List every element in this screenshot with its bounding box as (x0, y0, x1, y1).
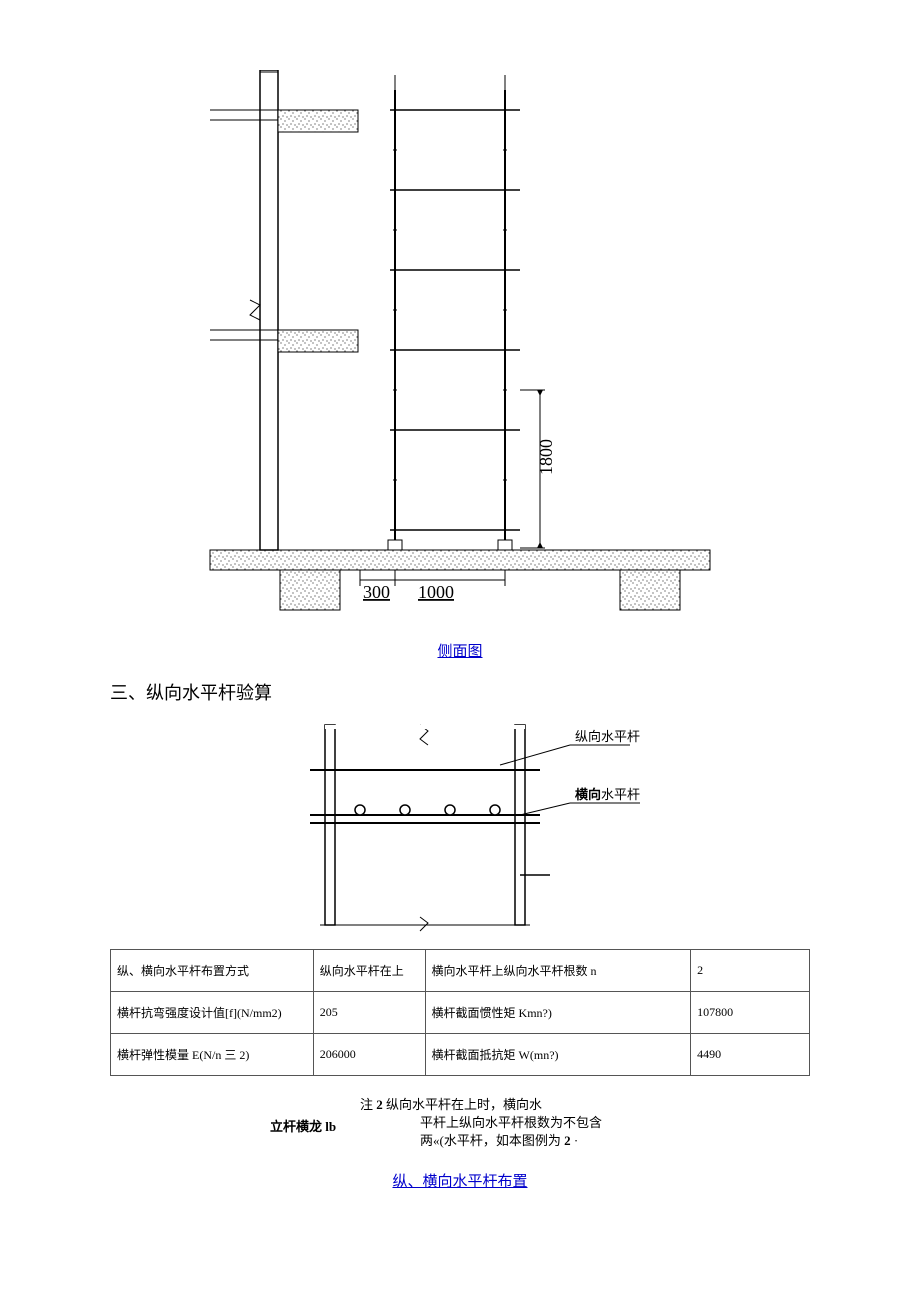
dim-300: 300 (363, 582, 390, 602)
footnote-text: 注 2 纵向水平杆在上时，横向水 平杆上纵向水平杆根数为不包含 两«(水平杆，如… (360, 1096, 680, 1151)
cell: 4490 (691, 1034, 810, 1076)
page: 1800 300 1000 侧面图 三、纵向水平杆验算 纵向水平杆 (0, 0, 920, 1249)
cell: 横杆抗弯强度设计值[f](N/mm2) (111, 992, 314, 1034)
parameters-table: 纵、横向水平杆布置方式 纵向水平杆在上 横向水平杆上纵向水平杆根数 n 2 横杆… (110, 949, 810, 1076)
footnote-left-label: 立杆横龙 lb (270, 1116, 336, 1135)
cell: 纵、横向水平杆布置方式 (111, 950, 314, 992)
dim-1800: 1800 (536, 439, 556, 475)
table-row: 横杆弹性模量 E(N/n 三 2) 206000 横杆截面抵抗矩 W(mn?) … (111, 1034, 810, 1076)
table-row: 横杆抗弯强度设计值[f](N/mm2) 205 横杆截面惯性矩 Kmn?) 10… (111, 992, 810, 1034)
cell: 206000 (313, 1034, 425, 1076)
footnote-block: 注 2 纵向水平杆在上时，横向水 平杆上纵向水平杆根数为不包含 两«(水平杆，如… (220, 1096, 700, 1152)
caption-side-view: 侧面图 (110, 640, 810, 661)
table-row: 纵、横向水平杆布置方式 纵向水平杆在上 横向水平杆上纵向水平杆根数 n 2 (111, 950, 810, 992)
cell: 横杆弹性模量 E(N/n 三 2) (111, 1034, 314, 1076)
cell: 横杆截面惯性矩 Kmn?) (425, 992, 691, 1034)
cell: 205 (313, 992, 425, 1034)
cell: 横向水平杆上纵向水平杆根数 n (425, 950, 691, 992)
cell: 107800 (691, 992, 810, 1034)
cell: 纵向水平杆在上 (313, 950, 425, 992)
side-elevation-diagram: 1800 300 1000 (200, 70, 720, 630)
label-longitudinal-bar: 纵向水平杆 (575, 729, 640, 744)
cell: 横杆截面抵抗矩 W(mn?) (425, 1034, 691, 1076)
bars-layout-diagram: 纵向水平杆 横向水平杆 (220, 715, 700, 935)
dim-1000: 1000 (418, 582, 454, 602)
section-title: 三、纵向水平杆验算 (110, 679, 810, 705)
label-transverse-bar: 横向水平杆 (575, 787, 640, 802)
cell: 2 (691, 950, 810, 992)
caption-bars-layout: 纵、横向水平杆布置 (110, 1170, 810, 1191)
